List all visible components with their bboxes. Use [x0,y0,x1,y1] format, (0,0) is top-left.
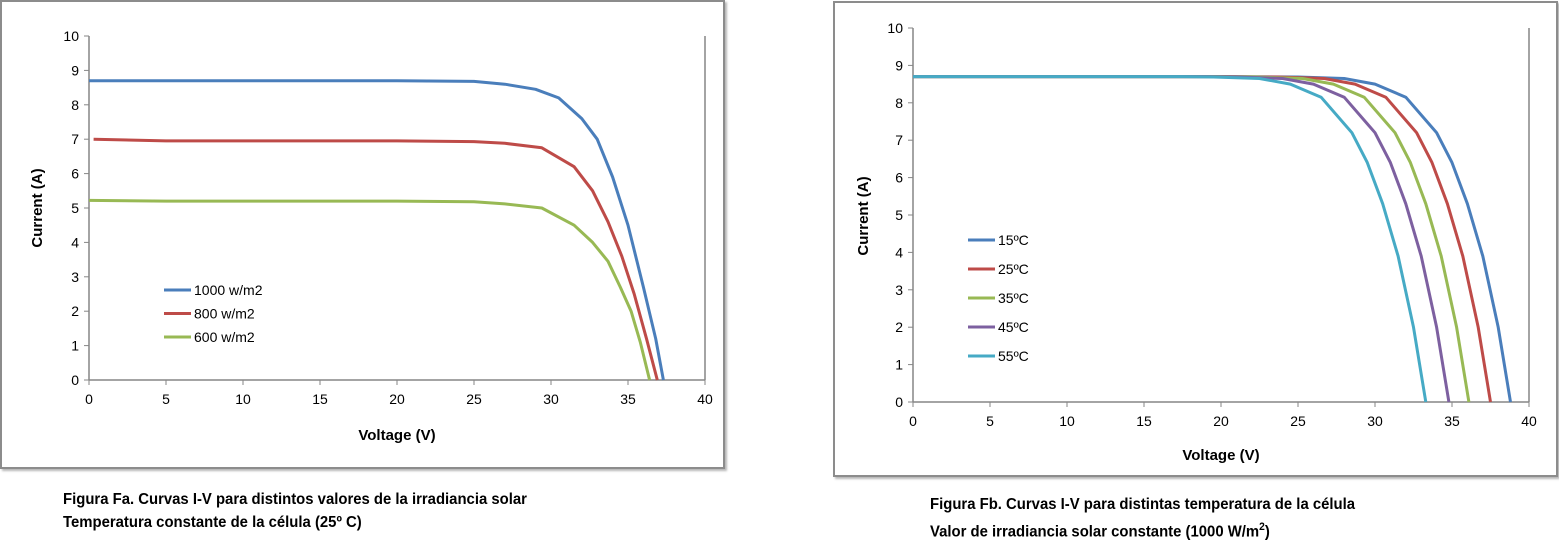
y-axis-title: Current (A) [29,168,46,247]
series-line-1000-w-m2 [89,79,665,381]
y-tick-label: 5 [895,207,903,223]
series-line-600-w-m2 [88,198,652,381]
caption-a-line1: Figura Fa. Curvas I-V para distintos val… [63,491,527,508]
x-axis-title: Voltage (V) [358,427,435,444]
x-tick-label: 25 [466,391,482,407]
legend-label: 1000 w/m2 [194,282,263,298]
x-tick-label: 20 [1213,413,1229,429]
y-tick-label: 6 [895,170,903,186]
x-tick-label: 30 [1367,413,1383,429]
y-tick-label: 0 [71,372,79,388]
y-tick-label: 6 [71,166,79,182]
x-tick-label: 35 [1444,413,1460,429]
x-tick-label: 0 [85,391,93,407]
x-tick-label: 5 [986,413,994,429]
series-line-800-w-m2 [93,137,659,381]
x-tick-label: 40 [697,391,713,407]
x-tick-label: 20 [389,391,405,407]
y-tick-label: 1 [71,338,79,354]
x-tick-label: 25 [1290,413,1306,429]
y-tick-label: 0 [895,394,903,410]
x-tick-label: 0 [909,413,917,429]
x-tick-label: 35 [620,391,636,407]
caption-b-superscript: 2 [1259,521,1265,533]
y-tick-label: 4 [895,244,903,260]
caption-b-close: ) [1264,523,1270,541]
y-tick-label: 4 [71,234,79,250]
caption-a-line2: Temperatura constante de la célula (25º … [63,514,362,531]
x-tick-label: 5 [162,391,170,407]
y-tick-label: 5 [71,200,79,216]
caption-b-line2: Valor de irradiancia solar constante (10… [930,516,1355,543]
x-tick-label: 15 [312,391,328,407]
y-tick-label: 8 [71,97,79,113]
y-tick-label: 10 [63,28,79,44]
chart-a: 0 1 2 3 4 5 6 7 8 9 10 0 5 10 15 20 25 30 35 40 Voltage (V) C… [29,28,713,444]
y-tick-label: 3 [71,269,79,285]
y-tick-label: 3 [895,282,903,298]
caption-b: Figura Fb. Curvas I-V para distintas tem… [930,493,1355,543]
legend-label: 15ºC [998,232,1029,248]
legend-label: 45ºC [998,319,1029,335]
x-tick-label: 40 [1521,413,1537,429]
y-tick-label: 9 [895,57,903,73]
caption-b-line2-text: Valor de irradiancia solar constante (10… [930,523,1260,541]
chart-a-frame: 0 1 2 3 4 5 6 7 8 9 10 0 5 10 15 20 25 30 35 40 Voltage (V) C… [0,0,725,469]
y-tick-label: 2 [895,319,903,335]
legend-label: 35ºC [998,290,1029,306]
y-tick-label: 7 [895,132,903,148]
y-tick-label: 1 [895,357,903,373]
caption-b-line1: Figura Fb. Curvas I-V para distintas tem… [930,496,1356,513]
y-tick-label: 7 [71,131,79,147]
legend-label: 25ºC [998,261,1029,277]
caption-a: Figura Fa. Curvas I-V para distintos val… [63,488,527,534]
legend-label: 600 w/m2 [194,329,255,345]
x-tick-label: 10 [1059,413,1075,429]
y-tick-label: 9 [71,62,79,78]
x-tick-label: 30 [543,391,559,407]
y-tick-label: 2 [71,303,79,319]
series-line-55-C [913,75,1428,403]
legend-label: 55ºC [998,348,1029,364]
chart-b: 0 1 2 3 4 5 6 7 8 9 10 0 5 10 15 20 25 30 35 40 Voltage (V) C… [855,20,1537,464]
y-axis-title: Current (A) [855,176,872,255]
series-line-35-C [913,75,1471,403]
y-tick-label: 10 [887,20,903,36]
x-tick-label: 15 [1136,413,1152,429]
x-tick-label: 10 [235,391,251,407]
y-tick-label: 8 [895,95,903,111]
x-axis-title: Voltage (V) [1182,447,1259,464]
chart-b-frame: 0 1 2 3 4 5 6 7 8 9 10 0 5 10 15 20 25 30 35 40 Voltage (V) C… [833,1,1558,477]
legend-label: 800 w/m2 [194,306,255,322]
